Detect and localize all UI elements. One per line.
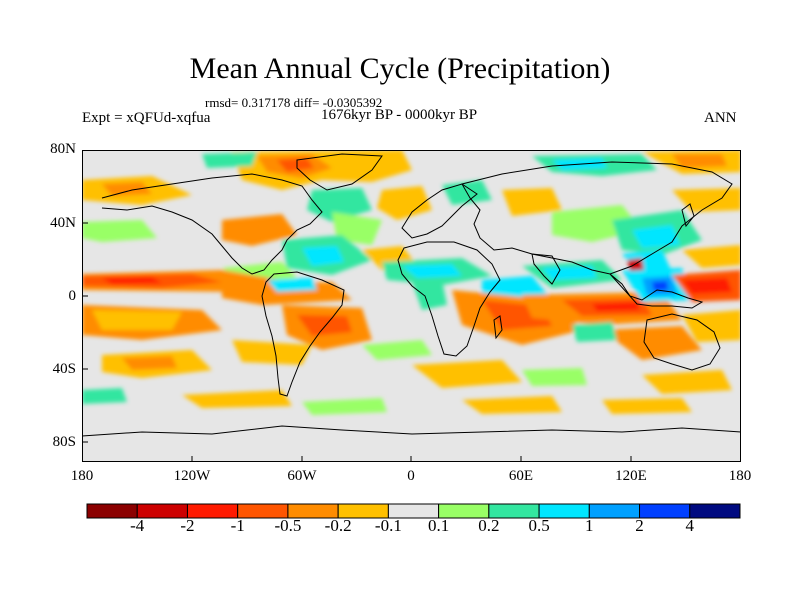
colorbar-label: 4 (685, 516, 695, 535)
anomaly-patch (412, 280, 447, 310)
anomaly-patch (682, 245, 741, 268)
coastline-india (531, 253, 561, 285)
season-label: ANN (704, 110, 737, 126)
anomaly-patch (682, 278, 732, 294)
coastline-north-america (101, 173, 323, 275)
anomaly-patch (122, 356, 177, 370)
anomaly-patch (522, 368, 587, 386)
lon-label-180e: 180 (728, 468, 752, 484)
period-label: 1676kyr BP - 0000kyr BP (321, 107, 478, 123)
anomaly-patch (332, 212, 382, 245)
anomaly-patch (542, 266, 597, 280)
anomaly-patch (502, 188, 562, 216)
anomaly-patch (377, 186, 432, 220)
colorbar-label: 1 (585, 516, 594, 535)
coastline-madagascar (493, 315, 503, 340)
anomaly-patch (267, 278, 317, 292)
anomaly-patch (672, 188, 741, 212)
colorbar-swatch (689, 503, 741, 519)
precipitation-map (82, 150, 741, 462)
colorbar-label: -0.5 (274, 516, 302, 535)
anomaly-patch (652, 281, 668, 291)
anomaly-patch (92, 310, 182, 330)
colorbar-label: 0.5 (528, 516, 550, 535)
coastline-greenland (296, 153, 383, 191)
anomaly-fields (82, 150, 741, 415)
lat-label-0: 0 (68, 288, 77, 304)
lon-label-0: 0 (407, 468, 415, 484)
colorbar (86, 503, 741, 519)
anomaly-patch (362, 340, 432, 360)
anomaly-patch (277, 158, 314, 172)
anomaly-patch (402, 264, 462, 278)
lat-label-40s: 40S (52, 361, 76, 377)
map-ticks (82, 150, 632, 462)
anomaly-patch (232, 340, 312, 365)
anomaly-patch (102, 277, 162, 284)
coastline-antarctica (82, 425, 741, 437)
lon-label-180w: 180 (70, 468, 94, 484)
stats-line: rmsd= 0.317178 diff= -0.0305392 (205, 95, 383, 110)
lat-label-40n: 40N (50, 215, 76, 231)
lon-label-60w: 60W (287, 468, 317, 484)
anomaly-patch (642, 370, 732, 394)
anomaly-patch (82, 220, 157, 242)
anomaly-patch (592, 302, 640, 311)
anomaly-patch (222, 214, 297, 246)
coastline-south-america (261, 271, 345, 397)
colorbar-label: -1 (230, 516, 245, 535)
anomaly-patch (222, 282, 352, 305)
anomaly-patch (412, 360, 522, 388)
coastline-southeast-asia (609, 273, 704, 309)
coastline-australia (643, 313, 721, 371)
lon-label-120e: 120E (615, 468, 647, 484)
coastline-africa (397, 241, 501, 357)
anomaly-patch (672, 154, 727, 168)
coastlines (82, 153, 741, 437)
anomaly-patch (462, 396, 562, 414)
anomaly-patch (307, 188, 372, 222)
colorbar-label: -0.2 (324, 516, 352, 535)
anomaly-patch (572, 322, 617, 342)
coastline-asia (461, 161, 733, 275)
colorbar-label: -4 (130, 516, 145, 535)
anomaly-patch (602, 326, 702, 360)
experiment-label: Expt = xQFUd-xqfua (82, 110, 211, 126)
anomaly-patch (682, 310, 741, 342)
colorbar-label: 0.2 (478, 516, 500, 535)
anomaly-patch (182, 390, 292, 408)
plot-title: Mean Annual Cycle (Precipitation) (189, 52, 611, 85)
anomaly-patch (632, 225, 680, 248)
colorbar-label: 2 (635, 516, 644, 535)
lon-label-60e: 60E (508, 468, 534, 484)
anomaly-patch (102, 182, 152, 196)
lon-label-120w: 120W (173, 468, 211, 484)
anomaly-patch (302, 246, 344, 266)
coastline-europe (401, 183, 478, 239)
coastline-japan (681, 203, 695, 228)
colorbar-label: -2 (180, 516, 195, 535)
colorbar-label: -0.1 (374, 516, 402, 535)
anomaly-patch (82, 388, 127, 404)
anomaly-patch (602, 398, 692, 414)
lat-label-80s: 80S (52, 434, 76, 450)
anomaly-patch (302, 398, 387, 415)
lat-label-80n: 80N (50, 141, 76, 157)
anomaly-patch (202, 152, 257, 168)
colorbar-label: 0.1 (427, 516, 450, 535)
anomaly-patch (297, 315, 352, 336)
